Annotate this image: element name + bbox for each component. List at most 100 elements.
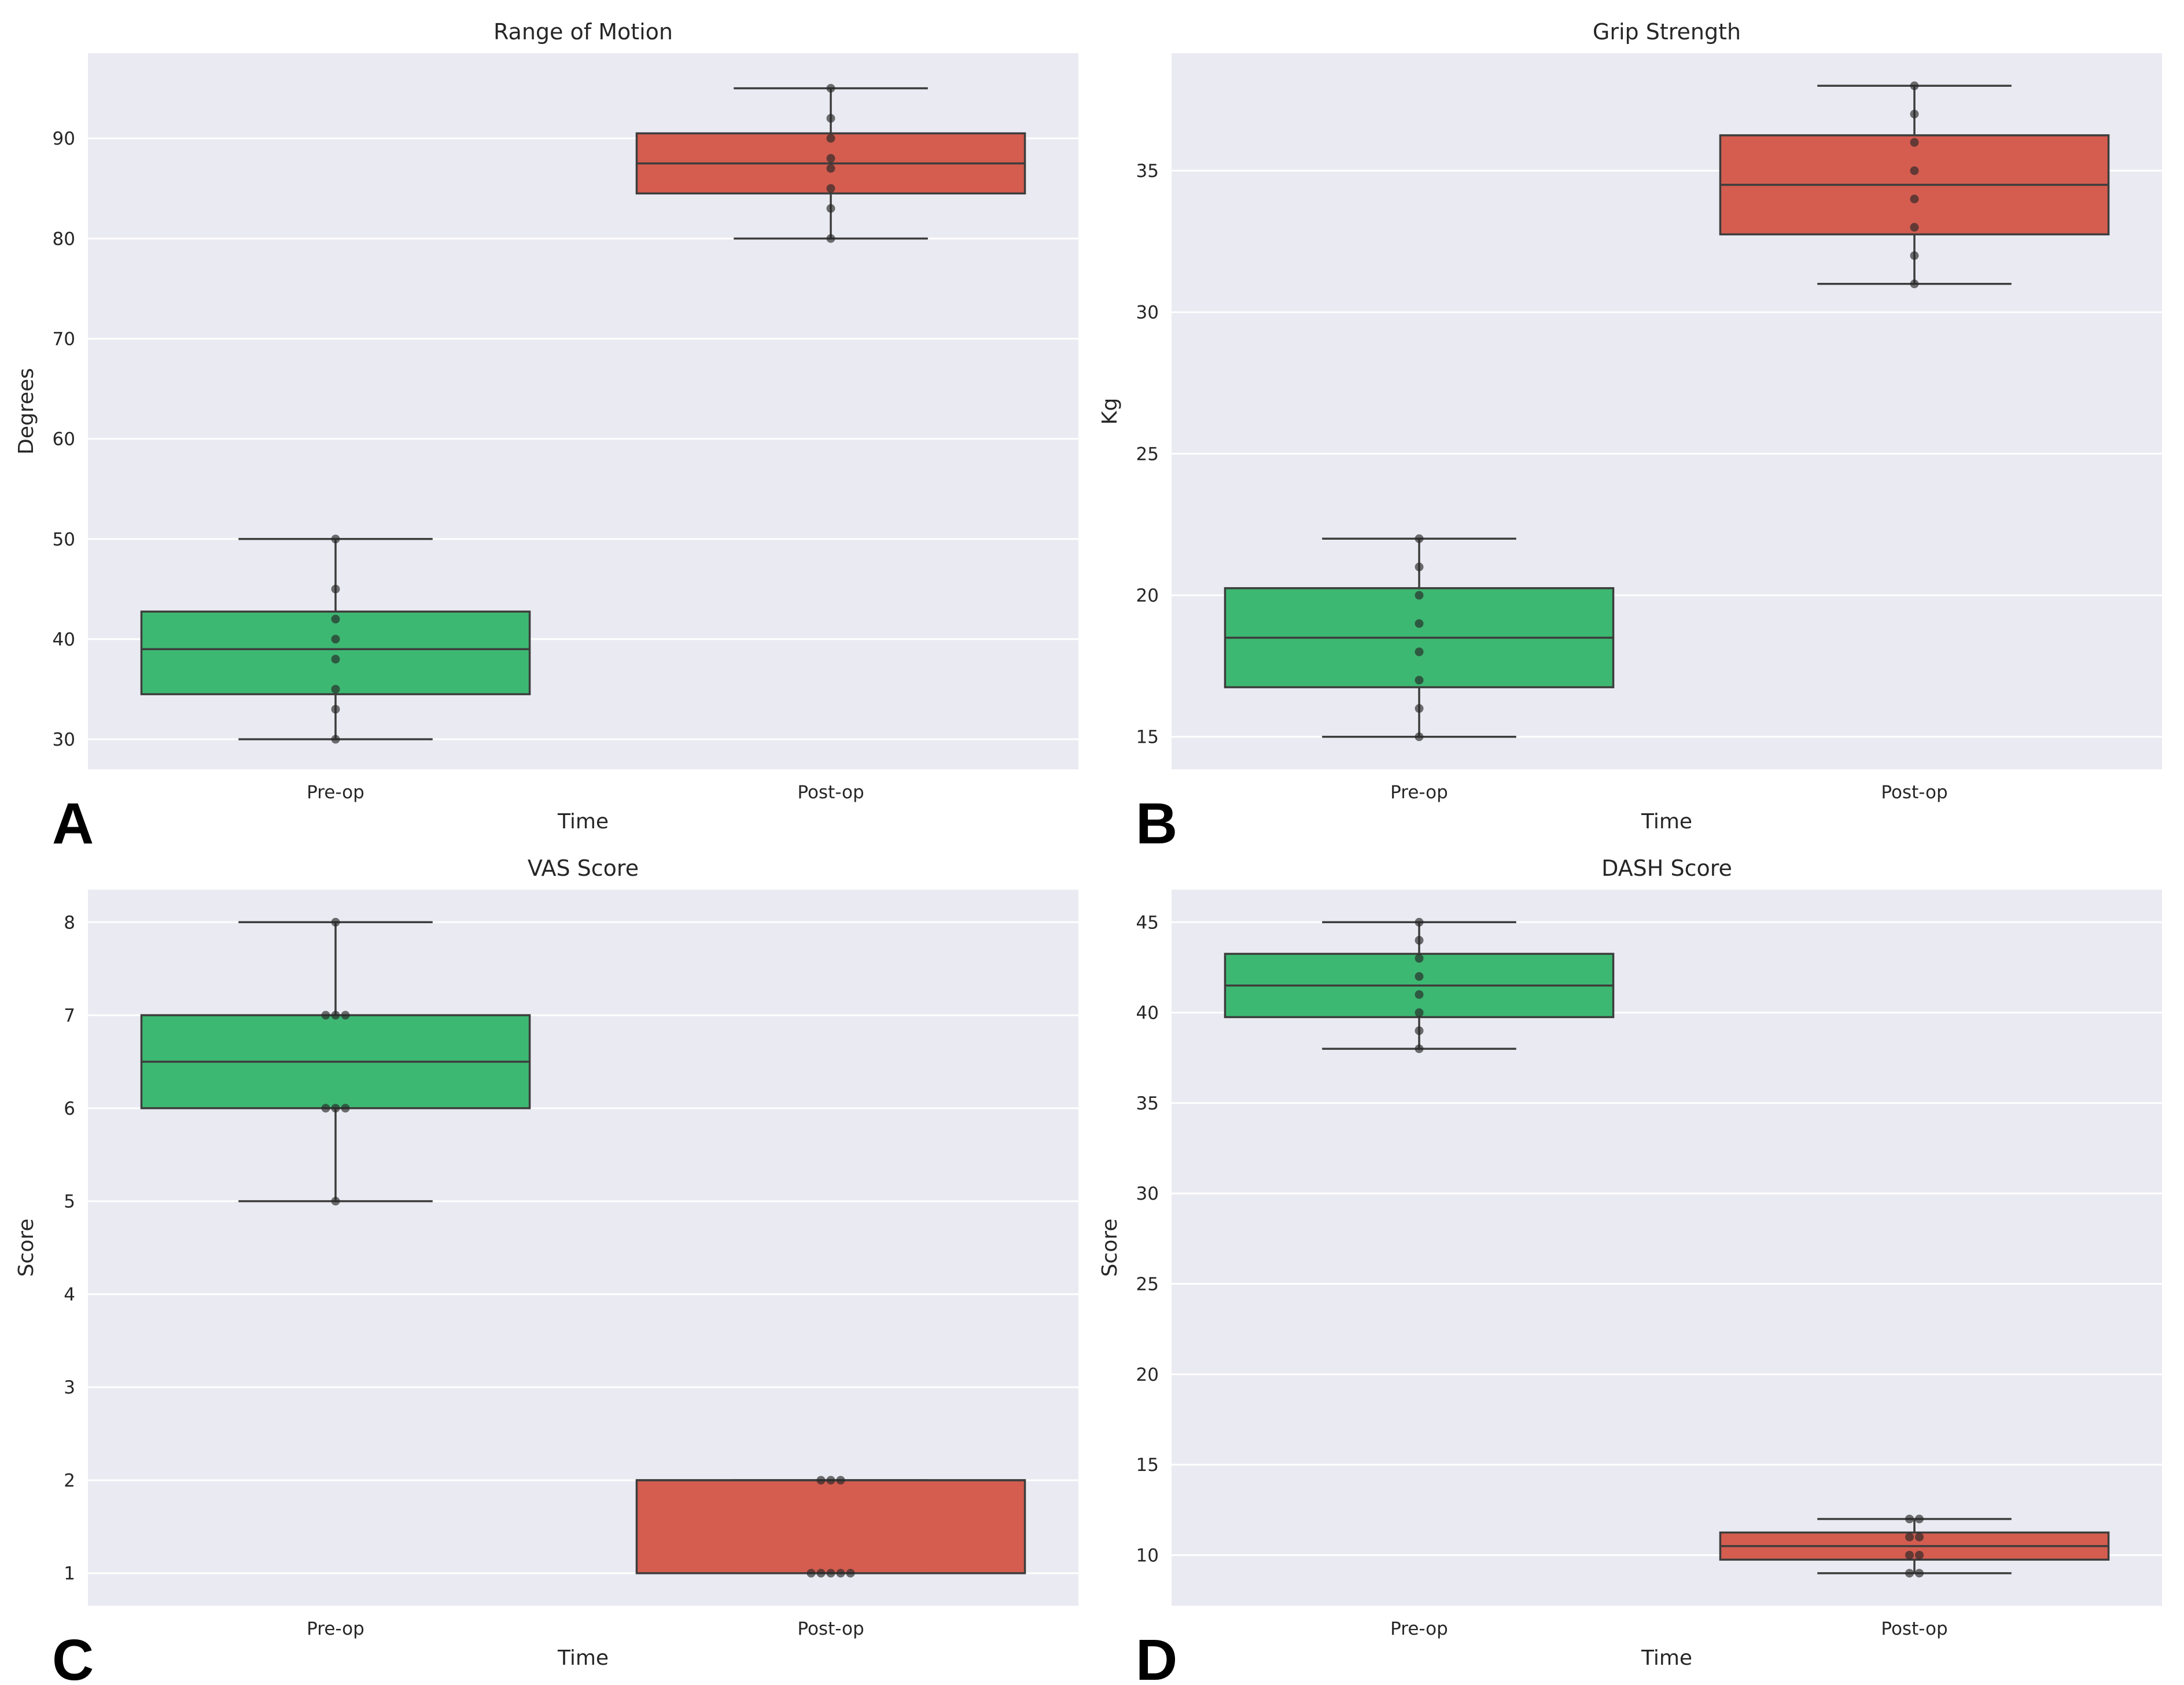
box-post-op — [1719, 81, 2110, 289]
y-tick-label: 10 — [1136, 1545, 1159, 1566]
data-point — [1915, 1532, 1924, 1542]
y-tick-label: 45 — [1136, 912, 1159, 933]
y-tick-label: 40 — [53, 629, 75, 650]
data-point — [1905, 1569, 1914, 1578]
x-tick-label: Pre-op — [1390, 782, 1448, 803]
y-axis-label: Degrees — [14, 368, 38, 455]
box-pre-op — [140, 917, 531, 1206]
data-point — [1415, 732, 1424, 742]
panel-b: 15 20 25 30 35 Pre-op Post-op Grip Strength Time… — [1098, 19, 2162, 856]
y-tick-label: 25 — [1136, 444, 1159, 464]
data-point — [331, 1197, 340, 1206]
x-tick-label: Post-op — [1881, 1618, 1947, 1639]
data-point — [1905, 1532, 1914, 1542]
y-tick-label: 25 — [1136, 1274, 1159, 1295]
y-tick-label: 4 — [64, 1284, 75, 1305]
y-tick-label: 50 — [53, 529, 75, 550]
panel-letter: D — [1136, 1628, 1177, 1685]
data-point — [1415, 1008, 1424, 1017]
data-point — [331, 635, 340, 644]
data-point — [1910, 166, 1919, 175]
data-point — [1910, 251, 1919, 260]
data-point — [826, 154, 835, 163]
chart-title: DASH Score — [1601, 856, 1732, 881]
data-point — [1915, 1514, 1924, 1524]
y-tick-label: 5 — [64, 1192, 75, 1212]
data-point — [1910, 109, 1919, 119]
x-tick-label: Pre-op — [307, 782, 364, 803]
data-point — [331, 1011, 340, 1020]
box-post-op — [635, 84, 1026, 243]
data-point — [1910, 223, 1919, 232]
data-point — [1415, 591, 1424, 600]
y-tick-label: 80 — [53, 228, 75, 249]
data-point — [826, 184, 835, 193]
chart-title: Range of Motion — [493, 19, 673, 45]
box-pre-op — [140, 534, 531, 744]
data-point — [816, 1476, 826, 1485]
data-point — [331, 614, 340, 624]
data-point — [331, 1104, 340, 1113]
data-point — [1415, 1026, 1424, 1035]
data-point — [1415, 619, 1424, 628]
y-tick-label: 35 — [1136, 161, 1159, 182]
data-point — [1910, 81, 1919, 90]
data-point — [1910, 194, 1919, 204]
data-point — [836, 1569, 845, 1578]
data-point — [826, 84, 835, 93]
data-point — [1415, 562, 1424, 572]
y-tick-label: 30 — [1136, 303, 1159, 323]
data-point — [836, 1476, 845, 1485]
x-tick-label: Post-op — [797, 1618, 864, 1639]
data-point — [826, 1569, 835, 1578]
data-point — [1415, 990, 1424, 999]
box-post-op — [635, 1476, 1026, 1578]
data-point — [816, 1569, 826, 1578]
x-axis-label: Time — [1641, 1646, 1692, 1670]
data-point — [826, 164, 835, 173]
data-point — [826, 134, 835, 143]
data-point — [826, 234, 835, 243]
data-point — [331, 917, 340, 927]
data-point — [1905, 1514, 1914, 1524]
y-tick-label: 15 — [1136, 727, 1159, 748]
data-point — [1910, 138, 1919, 147]
y-tick-label: 40 — [1136, 1003, 1159, 1024]
y-tick-label: 90 — [53, 128, 75, 149]
data-point — [1415, 954, 1424, 963]
panel-letter: A — [52, 791, 94, 856]
y-axis-label: Score — [14, 1219, 38, 1277]
data-point — [1415, 647, 1424, 657]
x-axis-label: Time — [1641, 810, 1692, 834]
iqr-box — [140, 610, 531, 695]
y-axis-label: Score — [1098, 1219, 1122, 1277]
iqr-box — [635, 1479, 1026, 1575]
chart-title: Grip Strength — [1593, 19, 1741, 45]
y-tick-label: 70 — [53, 329, 75, 349]
panel-letter: C — [52, 1628, 94, 1685]
x-axis-label: Time — [557, 1646, 609, 1670]
data-point — [1905, 1550, 1914, 1559]
y-tick-label: 3 — [64, 1377, 75, 1398]
data-point — [826, 204, 835, 213]
y-tick-label: 6 — [64, 1098, 75, 1119]
x-tick-label: Post-op — [797, 782, 864, 803]
y-tick-label: 35 — [1136, 1093, 1159, 1114]
data-point — [1415, 534, 1424, 543]
y-tick-label: 20 — [1136, 1365, 1159, 1385]
y-axis-label: Kg — [1098, 398, 1122, 425]
data-point — [826, 114, 835, 123]
panel-a: 30 40 50 60 70 80 90 Pre-op Post-op Range of Moti… — [14, 19, 1078, 856]
data-point — [1415, 917, 1424, 927]
data-point — [321, 1104, 330, 1113]
data-point — [331, 534, 340, 544]
y-tick-label: 15 — [1136, 1455, 1159, 1476]
data-point — [1415, 972, 1424, 981]
data-point — [331, 584, 340, 593]
y-tick-label: 30 — [1136, 1183, 1159, 1204]
data-point — [331, 684, 340, 694]
data-point — [331, 655, 340, 664]
y-tick-label: 1 — [64, 1564, 75, 1584]
data-point — [321, 1011, 330, 1020]
